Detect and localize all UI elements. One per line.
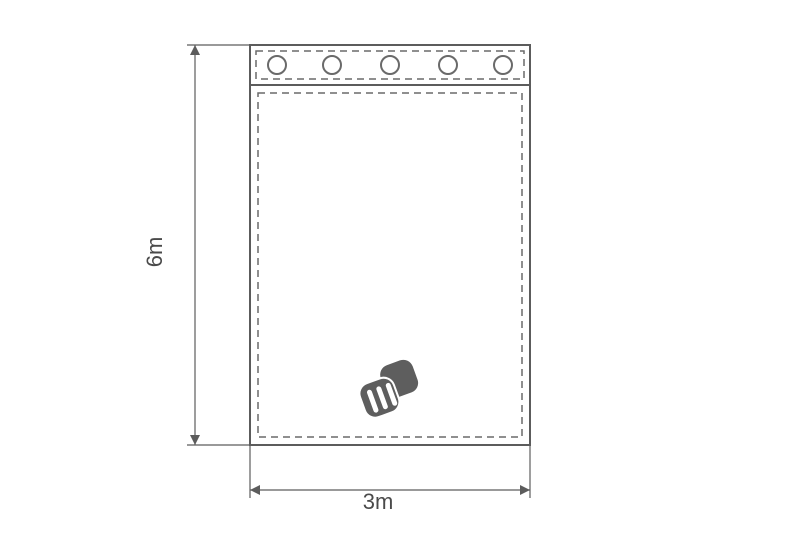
diagram-svg: 6m 3m <box>0 0 800 533</box>
dim-width-label: 3m <box>363 489 394 514</box>
eyelet-5 <box>494 56 512 74</box>
dim-height-arrow-top <box>190 45 200 55</box>
logo-icon <box>353 357 425 421</box>
eyelet-2 <box>323 56 341 74</box>
technical-diagram: 6m 3m <box>0 0 800 533</box>
eyelet-1 <box>268 56 286 74</box>
eyelet-4 <box>439 56 457 74</box>
dim-height-label: 6m <box>142 237 167 268</box>
dim-width-arrow-left <box>250 485 260 495</box>
dim-height-arrow-bottom <box>190 435 200 445</box>
dim-width-arrow-right <box>520 485 530 495</box>
eyelet-3 <box>381 56 399 74</box>
